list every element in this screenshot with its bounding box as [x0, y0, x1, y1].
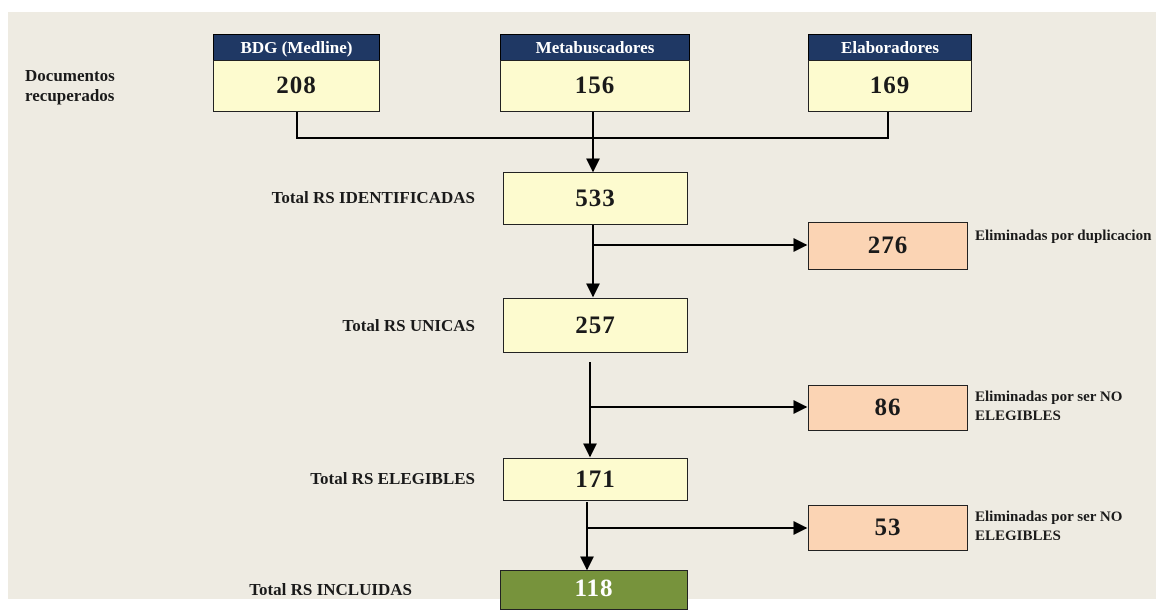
- row-label: Documentos recuperados: [25, 66, 115, 105]
- stage-label: Total RS ELEGIBLES: [310, 469, 475, 488]
- source-count: 156: [500, 60, 690, 112]
- stage-count: 257: [503, 298, 688, 353]
- stage-label: Total RS INCLUIDAS: [249, 580, 412, 599]
- source-count: 208: [213, 60, 380, 112]
- merge-line: [296, 112, 889, 139]
- source-header: Elaboradores: [808, 34, 972, 61]
- stage-count: 118: [500, 570, 688, 610]
- stage-label: Total RS UNICAS: [342, 316, 475, 335]
- exclusion-count: 86: [808, 385, 968, 431]
- exclusion-label: Eliminadas por duplicacion: [975, 228, 1152, 244]
- stage-count: 533: [503, 172, 688, 225]
- stage-count: 171: [503, 458, 688, 501]
- source-count: 169: [808, 60, 972, 112]
- exclusion-count: 276: [808, 222, 968, 270]
- exclusion-count: 53: [808, 505, 968, 551]
- source-header: BDG (Medline): [213, 34, 380, 61]
- source-header: Metabuscadores: [500, 34, 690, 61]
- stage-label: Total RS IDENTIFICADAS: [271, 188, 475, 207]
- exclusion-label: Eliminadas por ser NO ELEGIBLES: [975, 509, 1123, 544]
- exclusion-label: Eliminadas por ser NO ELEGIBLES: [975, 389, 1123, 424]
